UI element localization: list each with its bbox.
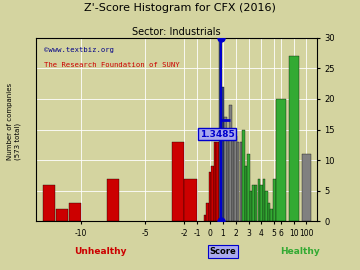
Bar bbox=[229, 105, 232, 221]
Bar bbox=[224, 117, 226, 221]
Text: Unhealthy: Unhealthy bbox=[74, 247, 127, 256]
Bar bbox=[221, 87, 224, 221]
Bar bbox=[268, 203, 270, 221]
Bar bbox=[227, 130, 229, 221]
Bar bbox=[252, 185, 255, 221]
Bar bbox=[302, 154, 311, 221]
Bar bbox=[43, 185, 55, 221]
Bar bbox=[247, 154, 250, 221]
Bar bbox=[276, 99, 285, 221]
Bar bbox=[68, 203, 81, 221]
Text: Number of companies
(573 total): Number of companies (573 total) bbox=[7, 83, 21, 160]
Bar bbox=[211, 166, 214, 221]
Bar bbox=[219, 38, 221, 221]
Bar bbox=[203, 215, 206, 221]
Bar bbox=[263, 178, 265, 221]
Bar bbox=[184, 178, 197, 221]
Bar bbox=[242, 130, 244, 221]
Bar bbox=[289, 56, 298, 221]
Text: Z'-Score Histogram for CFX (2016): Z'-Score Histogram for CFX (2016) bbox=[84, 3, 276, 13]
Text: The Research Foundation of SUNY: The Research Foundation of SUNY bbox=[44, 62, 180, 68]
Bar bbox=[216, 142, 219, 221]
Bar bbox=[209, 173, 211, 221]
Bar bbox=[56, 209, 68, 221]
Bar bbox=[232, 130, 234, 221]
Bar bbox=[172, 142, 184, 221]
Title: Sector: Industrials: Sector: Industrials bbox=[132, 27, 221, 37]
Bar bbox=[240, 142, 242, 221]
Bar bbox=[214, 142, 216, 221]
Text: ©www.textbiz.org: ©www.textbiz.org bbox=[44, 47, 114, 53]
Bar bbox=[260, 185, 263, 221]
Bar bbox=[107, 178, 120, 221]
Bar bbox=[245, 166, 247, 221]
Bar bbox=[255, 185, 257, 221]
Bar bbox=[265, 191, 268, 221]
Bar bbox=[237, 142, 239, 221]
Text: Healthy: Healthy bbox=[280, 247, 320, 256]
Bar bbox=[270, 209, 273, 221]
Bar bbox=[258, 178, 260, 221]
Text: 1.3485: 1.3485 bbox=[199, 130, 234, 139]
Text: Score: Score bbox=[210, 247, 236, 256]
Bar bbox=[273, 178, 275, 221]
Bar bbox=[206, 203, 208, 221]
Bar bbox=[250, 191, 252, 221]
Bar bbox=[234, 136, 237, 221]
